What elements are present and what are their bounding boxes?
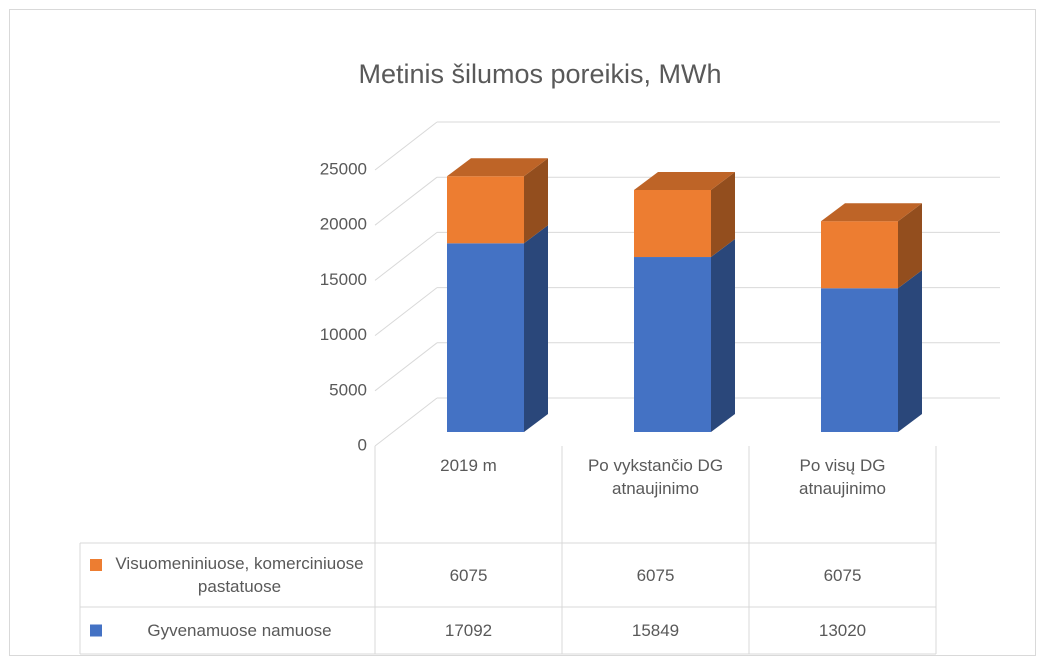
y-tick-label: 25000: [320, 159, 367, 178]
table-value: 6075: [636, 565, 675, 585]
bar-side: [898, 203, 922, 289]
bar-side: [524, 158, 548, 244]
bar-front: [821, 288, 898, 432]
chart-title: Metinis šilumos poreikis, MWh: [358, 59, 721, 89]
bar-top: [634, 171, 735, 190]
grid-diagonal: [374, 232, 438, 281]
bar-front: [821, 221, 898, 289]
bar-side: [711, 239, 735, 432]
grid-diagonal: [374, 176, 438, 226]
y-tick-label: 5000: [329, 380, 367, 399]
grid-diagonal: [374, 287, 438, 336]
bar-side: [711, 171, 735, 258]
bar-front: [447, 243, 524, 432]
table-value: 6075: [823, 565, 862, 585]
table-value: 17092: [444, 621, 493, 640]
table-value: 6075: [449, 565, 488, 585]
table-value: 13020: [818, 621, 867, 640]
bar-front: [634, 257, 711, 432]
legend-key: [90, 559, 102, 571]
legend-label: Visuomeniniuose, komerciniuose pastatuos…: [115, 554, 364, 596]
grid-diagonal: [374, 342, 438, 392]
table-value: 15849: [631, 621, 680, 640]
bar-side: [898, 270, 922, 432]
category-label: Po vykstančio DG atnaujinimo: [587, 456, 724, 498]
grid-diagonal: [374, 397, 438, 447]
category-label: Po visų DG atnaujinimo: [799, 456, 886, 498]
legend-key: [90, 624, 102, 637]
y-tick-label: 10000: [320, 325, 367, 344]
y-tick-label: 15000: [320, 270, 367, 289]
bar-front: [447, 176, 524, 244]
bar-top: [821, 203, 922, 222]
y-tick-label: 20000: [320, 215, 367, 234]
bar-side: [524, 225, 548, 432]
category-label: 2019 m: [440, 456, 497, 475]
bar-front: [634, 189, 711, 258]
y-tick-label: 0: [358, 435, 367, 454]
bar-top: [447, 158, 548, 177]
legend-label: Gyvenamuose namuose: [147, 621, 332, 640]
grid-diagonal: [374, 121, 438, 171]
